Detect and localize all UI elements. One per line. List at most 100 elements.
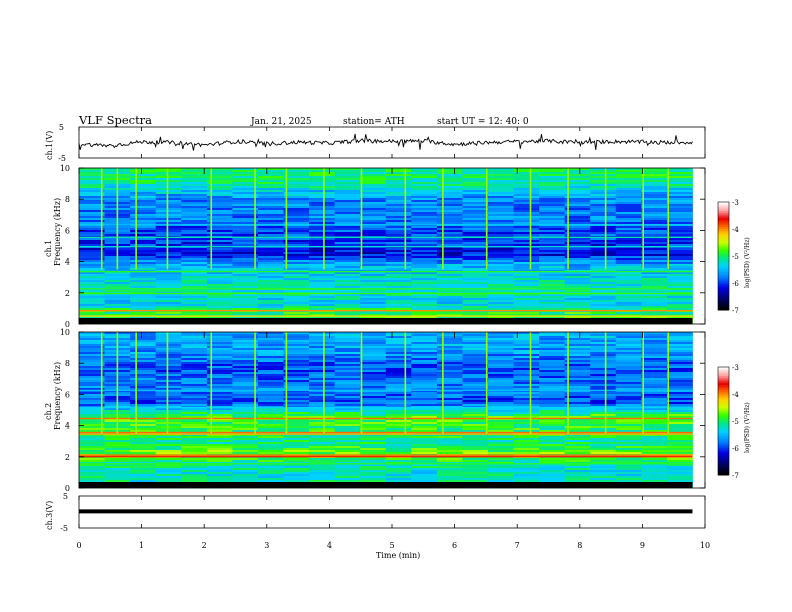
spectrogram-cell — [539, 338, 566, 341]
spectrogram-cell — [79, 180, 105, 183]
spectrogram-cell — [590, 312, 617, 315]
spectrogram-cell — [590, 366, 617, 369]
transient-streak — [642, 332, 644, 434]
spectrogram-cell — [206, 354, 233, 357]
spectrogram-cell — [309, 256, 336, 259]
spectrogram-cell — [615, 234, 642, 237]
spectrogram-cell — [513, 418, 540, 421]
spectrogram-cell — [487, 316, 514, 319]
spectrogram-cell — [385, 198, 412, 201]
spectrogram-cell — [539, 250, 566, 253]
spectrogram-cell — [462, 332, 489, 335]
spectrogram-cell — [615, 386, 642, 389]
spectrogram-cell — [641, 370, 668, 373]
spectrogram-cell — [155, 272, 182, 275]
spectrogram-cell — [181, 216, 208, 219]
spectrogram-cell — [181, 316, 208, 319]
colorbar-swatch — [718, 308, 729, 311]
spectrogram-cell — [232, 244, 259, 247]
spectrogram-cell — [436, 408, 463, 411]
spectrogram-cell — [385, 346, 412, 349]
transient-streak — [166, 332, 169, 434]
spectrogram-cell — [130, 450, 157, 453]
spectrogram-cell — [155, 334, 182, 337]
spectrogram-cell — [334, 458, 361, 461]
spectrogram-cell — [309, 214, 336, 217]
spectrogram-cell — [590, 460, 617, 463]
spectrogram-cell — [436, 394, 463, 397]
spectrogram-cell — [487, 256, 514, 259]
spectrogram-cell — [590, 394, 617, 397]
spectrogram-cell — [436, 240, 463, 243]
spectrogram-cell — [360, 186, 387, 189]
spectrogram-cell — [666, 384, 693, 387]
spectrogram-cell — [615, 280, 642, 283]
spectrogram-cell — [130, 312, 157, 315]
spectrogram-cell — [360, 308, 387, 311]
spectrogram-cell — [539, 298, 566, 301]
spectrogram-cell — [411, 346, 438, 349]
spectrogram-cell — [155, 404, 182, 407]
spectrogram-cell — [283, 222, 310, 225]
spectrogram-cell — [232, 362, 259, 365]
spectrogram-cell — [130, 384, 157, 387]
spectrogram-cell — [130, 232, 157, 235]
spectrogram-cell — [590, 472, 617, 475]
spectrogram-cell — [487, 464, 514, 467]
spectrogram-cell — [564, 338, 591, 341]
spectrogram-cell — [360, 278, 387, 281]
spectrogram-cell — [283, 464, 310, 467]
spectrogram-cell — [130, 446, 157, 449]
spectrogram-cell — [155, 294, 182, 297]
xtick-label: 3 — [264, 541, 269, 550]
spectrogram-cell — [462, 388, 489, 391]
spectrogram-cell — [309, 412, 336, 415]
spectrogram-cell — [436, 280, 463, 283]
spectrogram-cell — [79, 480, 105, 483]
transient-streak — [100, 332, 103, 434]
spectrogram-cell — [79, 194, 105, 197]
spectrogram-cell — [590, 210, 617, 213]
spectrogram-cell — [283, 312, 310, 315]
spectrogram-cell — [436, 256, 463, 259]
spectrogram-cell — [155, 214, 182, 217]
spectrogram-cell — [232, 240, 259, 243]
spectrogram-cell — [232, 300, 259, 303]
spectrogram-cell — [130, 412, 157, 415]
spectrogram-cell — [206, 414, 233, 417]
spectrogram-cell — [564, 466, 591, 469]
spectrogram-cell — [385, 168, 412, 171]
spectrogram-cell — [641, 282, 668, 285]
spectrogram-cell — [385, 338, 412, 341]
spectrogram-cell — [487, 428, 514, 431]
spectrogram-cell — [564, 430, 591, 433]
spectrogram-cell — [334, 290, 361, 293]
colorbar-swatch — [718, 301, 729, 304]
spectrogram-cell — [385, 194, 412, 197]
spectrogram-cell — [257, 346, 284, 349]
spectrogram-cell — [334, 296, 361, 299]
spectrogram-cell — [309, 298, 336, 301]
spectrogram-cell — [411, 206, 438, 209]
spectrogram-cell — [309, 204, 336, 207]
spectrogram-cell — [590, 448, 617, 451]
spectrogram-cell — [590, 388, 617, 391]
spectrogram-cell — [181, 228, 208, 231]
spectrogram-cell — [487, 290, 514, 293]
spectrogram-cell — [411, 300, 438, 303]
spectrogram-cell — [181, 188, 208, 191]
spectrogram-cell — [334, 362, 361, 365]
spectrogram-cell — [181, 420, 208, 423]
spectrogram-cell — [462, 346, 489, 349]
spectrogram-cell — [283, 428, 310, 431]
spectrogram-cell — [283, 302, 310, 305]
spectrogram-cell — [155, 426, 182, 429]
spectrogram-cell — [385, 342, 412, 345]
spectrogram-cell — [666, 396, 693, 399]
spectrogram-cell — [436, 352, 463, 355]
spectrogram-cell — [283, 434, 310, 437]
spectrogram-cell — [641, 258, 668, 261]
spectrogram-cell — [206, 174, 233, 177]
spectrogram-cell — [385, 444, 412, 447]
spectrogram-cell — [385, 228, 412, 231]
